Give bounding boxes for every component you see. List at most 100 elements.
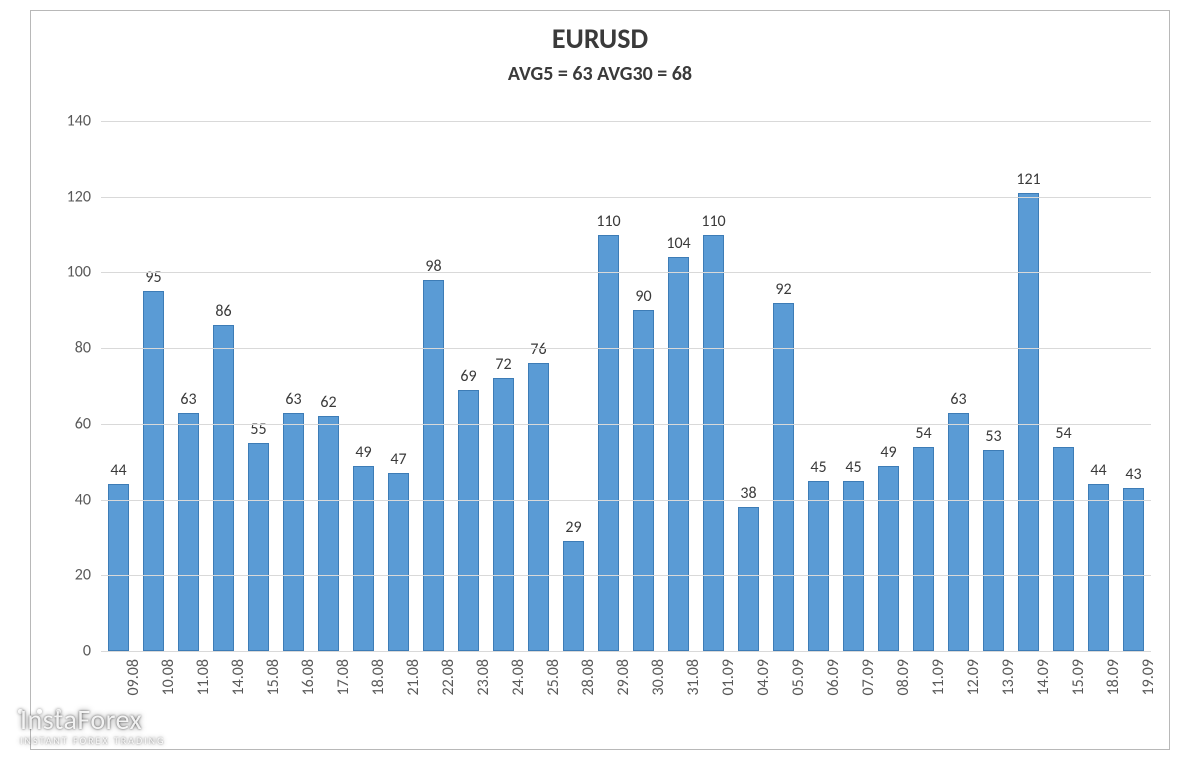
bar <box>913 447 933 651</box>
x-tick-label: 21.08 <box>404 659 423 695</box>
bar-slot: 10431.08 <box>661 121 696 651</box>
bar <box>493 378 513 651</box>
bar-slot: 4319.09 <box>1116 121 1151 651</box>
bar <box>318 416 338 651</box>
bar-value-label: 95 <box>145 268 161 287</box>
x-tick-label: 19.09 <box>1139 659 1158 695</box>
bar-slot: 4908.09 <box>871 121 906 651</box>
chart-subtitle: AVG5 = 63 AVG30 = 68 <box>31 62 1169 86</box>
gridline <box>101 272 1151 273</box>
x-tick-label: 08.09 <box>894 659 913 695</box>
x-tick-label: 15.09 <box>1069 659 1088 695</box>
bar-value-label: 54 <box>1055 424 1071 443</box>
bar <box>1123 488 1143 651</box>
bar-slot: 5415.09 <box>1046 121 1081 651</box>
bar-value-label: 45 <box>810 458 826 477</box>
bar-value-label: 92 <box>775 280 791 299</box>
y-tick-label: 80 <box>75 339 91 358</box>
plot-area: 4409.089510.086311.088614.085515.086316.… <box>101 121 1151 651</box>
bar-value-label: 63 <box>950 390 966 409</box>
bar <box>283 413 303 652</box>
y-tick-label: 40 <box>75 490 91 509</box>
x-tick-label: 25.08 <box>544 659 563 695</box>
bar-value-label: 45 <box>845 458 861 477</box>
x-tick-label: 14.08 <box>229 659 248 695</box>
bar <box>563 541 583 651</box>
x-axis-line <box>101 651 1151 652</box>
bar-value-label: 49 <box>355 443 371 462</box>
bar-value-label: 62 <box>320 393 336 412</box>
y-tick-label: 60 <box>75 414 91 433</box>
gridline <box>101 121 1151 122</box>
y-tick-label: 140 <box>67 112 91 131</box>
bar-slot: 8614.08 <box>206 121 241 651</box>
x-tick-label: 11.09 <box>929 659 948 695</box>
x-tick-label: 11.08 <box>194 659 213 695</box>
x-tick-label: 12.09 <box>964 659 983 695</box>
watermark-brand-light: Insta <box>20 702 77 737</box>
x-tick-label: 01.09 <box>719 659 738 695</box>
bar-slot: 4409.08 <box>101 121 136 651</box>
bar-slot: 5515.08 <box>241 121 276 651</box>
bar <box>983 450 1003 651</box>
x-tick-label: 28.08 <box>579 659 598 695</box>
bar <box>213 325 233 651</box>
x-tick-label: 17.08 <box>334 659 353 695</box>
watermark-brand: InstaForex <box>20 706 165 734</box>
bar-value-label: 47 <box>390 450 406 469</box>
x-tick-label: 14.09 <box>1034 659 1053 695</box>
y-tick-label: 100 <box>67 263 91 282</box>
bar-value-label: 86 <box>215 302 231 321</box>
bar <box>178 413 198 652</box>
chart-title: EURUSD <box>31 21 1169 56</box>
x-tick-label: 06.09 <box>824 659 843 695</box>
x-tick-label: 16.08 <box>299 659 318 695</box>
x-tick-label: 22.08 <box>439 659 458 695</box>
bar-slot: 12114.09 <box>1011 121 1046 651</box>
bar-slot: 9030.08 <box>626 121 661 651</box>
gridline <box>101 575 1151 576</box>
x-tick-label: 09.08 <box>124 659 143 695</box>
bar-slot: 9205.09 <box>766 121 801 651</box>
bar-slot: 4418.09 <box>1081 121 1116 651</box>
bar-slot: 4507.09 <box>836 121 871 651</box>
bar <box>598 235 618 651</box>
bar-slot: 6311.08 <box>171 121 206 651</box>
bar <box>423 280 443 651</box>
x-tick-label: 13.09 <box>999 659 1018 695</box>
bar <box>143 291 163 651</box>
x-tick-label: 18.08 <box>369 659 388 695</box>
bar-slot: 2928.08 <box>556 121 591 651</box>
bar <box>633 310 653 651</box>
x-tick-label: 18.09 <box>1104 659 1123 695</box>
bar <box>353 466 373 652</box>
bar-slot: 4721.08 <box>381 121 416 651</box>
bar <box>458 390 478 651</box>
watermark-brand-bold: Forex <box>77 702 142 737</box>
bar-slot: 4918.08 <box>346 121 381 651</box>
bar <box>773 303 793 651</box>
bar-value-label: 44 <box>1090 461 1106 480</box>
bar-value-label: 72 <box>495 355 511 374</box>
bar <box>948 413 968 652</box>
bar-value-label: 29 <box>565 518 581 537</box>
x-tick-label: 05.09 <box>789 659 808 695</box>
bar <box>878 466 898 652</box>
x-tick-label: 04.09 <box>754 659 773 695</box>
bar-value-label: 49 <box>880 443 896 462</box>
x-tick-label: 07.09 <box>859 659 878 695</box>
bar-slot: 4506.09 <box>801 121 836 651</box>
bar-slot: 6316.08 <box>276 121 311 651</box>
bar <box>843 481 863 651</box>
bar <box>1053 447 1073 651</box>
bar-value-label: 76 <box>530 340 546 359</box>
x-tick-label: 15.08 <box>264 659 283 695</box>
bar-slot: 5313.09 <box>976 121 1011 651</box>
x-tick-label: 23.08 <box>474 659 493 695</box>
bar <box>738 507 758 651</box>
bar-value-label: 44 <box>110 461 126 480</box>
y-tick-label: 20 <box>75 566 91 585</box>
x-tick-label: 24.08 <box>509 659 528 695</box>
bar-slot: 9510.08 <box>136 121 171 651</box>
bar <box>668 257 688 651</box>
